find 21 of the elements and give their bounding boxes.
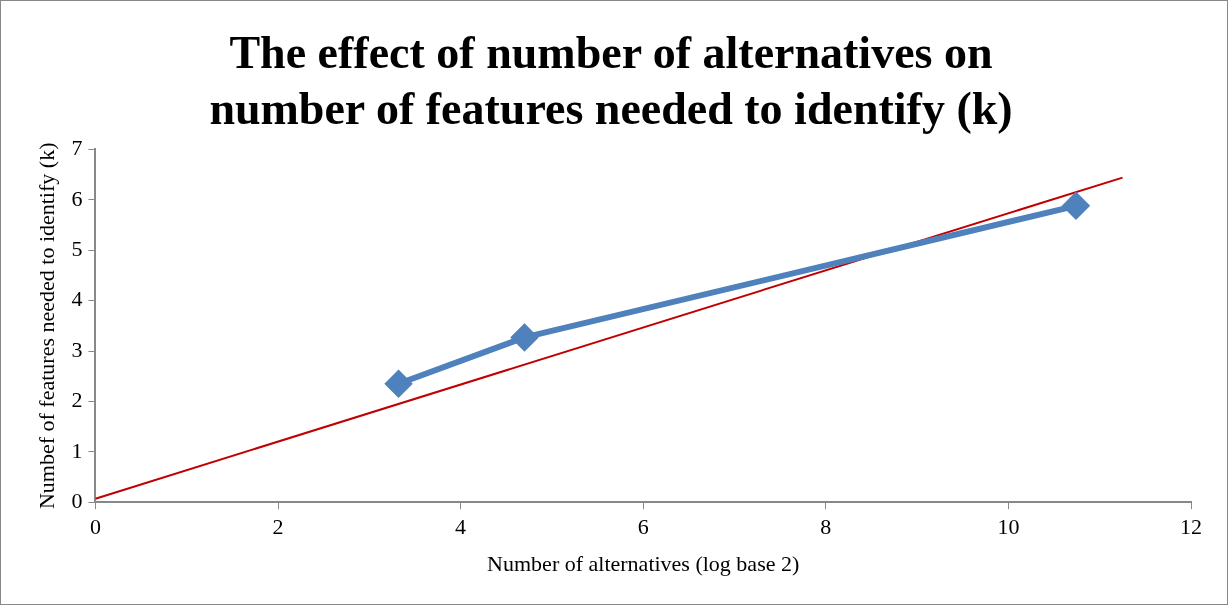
x-tick-label: 4 (455, 514, 467, 540)
point (511, 324, 538, 351)
y-tick-label: 0 (71, 487, 83, 513)
y-axis-title: Numbef of features needed to identify (k) (33, 142, 59, 510)
x-axis-title: Number of alternatives (log base 2) (487, 550, 800, 576)
x-tick-label: 10 (997, 514, 1020, 540)
y-tick-label: 1 (71, 437, 83, 463)
point (385, 370, 412, 397)
x-tick-label: 2 (272, 514, 284, 540)
y-tick-label: 3 (71, 336, 83, 362)
y-tick-label: 5 (71, 235, 83, 261)
y-tick-label: 6 (71, 185, 83, 211)
y-tick-label: 2 (71, 387, 83, 413)
y-tick-label: 4 (71, 286, 83, 312)
x-tick-label: 12 (1180, 514, 1202, 540)
x-tick-label: 0 (89, 514, 101, 540)
chart-title: The effect of number of alternatives on number of features needed to identify (k) (209, 27, 1013, 134)
x-tick-label: 8 (820, 514, 832, 540)
point (1062, 192, 1089, 219)
x-tick-label: 6 (637, 514, 649, 540)
y-tick-label: 7 (71, 135, 83, 161)
